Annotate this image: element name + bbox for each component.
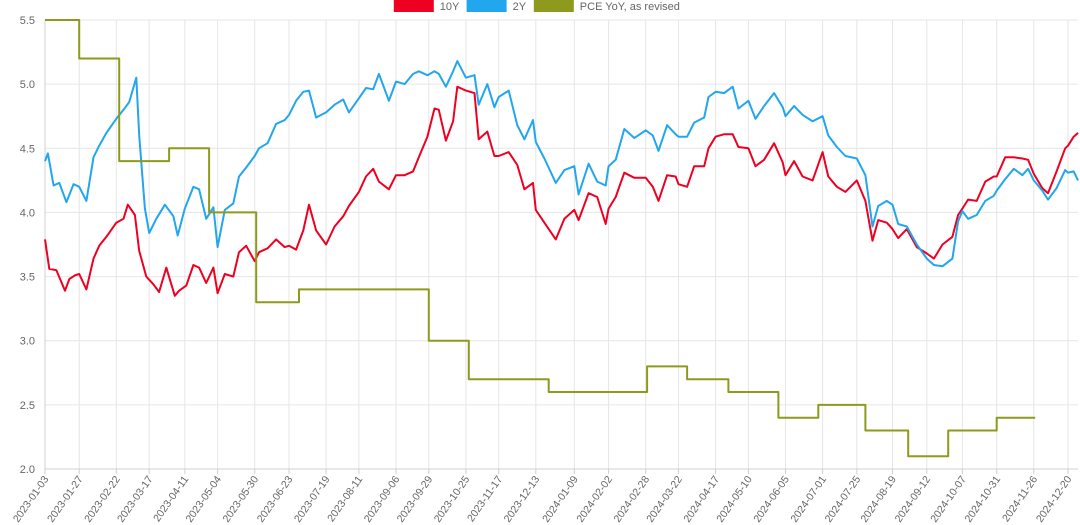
x-tick-label: 2024-06-05 [751,474,792,525]
x-tick-label: 2024-09-12 [893,474,934,525]
y-tick-label: 2.0 [20,464,35,476]
series-line-10y [44,85,1079,297]
legend-label: PCE YoY, as revised [580,1,680,13]
y-tick-label: 2.5 [20,400,35,412]
x-tick-label: 2024-12-20 [1034,474,1075,525]
x-tick-label: 2023-12-13 [502,474,543,525]
x-tick-label: 2023-01-27 [45,474,86,525]
x-axis: 2023-01-032023-01-272023-02-222023-03-17… [11,469,1075,525]
series-line-2y [44,60,1079,268]
legend-label: 2Y [513,1,527,13]
legend-swatch [533,0,574,12]
legend[interactable]: 10Y 2Y PCE YoY, as revised [393,0,680,13]
y-tick-label: 4.5 [20,143,35,155]
legend-item-10y[interactable]: 10Y [393,0,460,13]
y-tick-label: 3.5 [20,272,35,284]
y-tick-label: 3.0 [20,336,35,348]
legend-swatch [393,0,434,12]
y-axis: 2.0 2.5 3.0 3.5 4.0 4.5 5.0 5.5 [20,15,35,476]
y-tick-label: 5.5 [20,15,35,27]
legend-item-2y[interactable]: 2Y [466,0,527,13]
legend-item-pce-yoy-as-revised[interactable]: PCE YoY, as revised [533,0,680,13]
series-line-pce-yoy-as-revised [45,19,1036,458]
y-tick-label: 4.0 [20,207,35,219]
x-tick-label: 2024-02-02 [574,474,615,525]
legend-swatch [466,0,507,12]
y-tick-label: 5.0 [20,79,35,91]
plot-area [44,19,1079,458]
x-tick-label: 2024-10-31 [962,474,1003,525]
x-tick-label: 2024-07-25 [823,474,864,525]
legend-label: 10Y [440,1,460,13]
x-tick-label: 2023-06-23 [255,474,296,525]
gridlines [44,19,1078,470]
